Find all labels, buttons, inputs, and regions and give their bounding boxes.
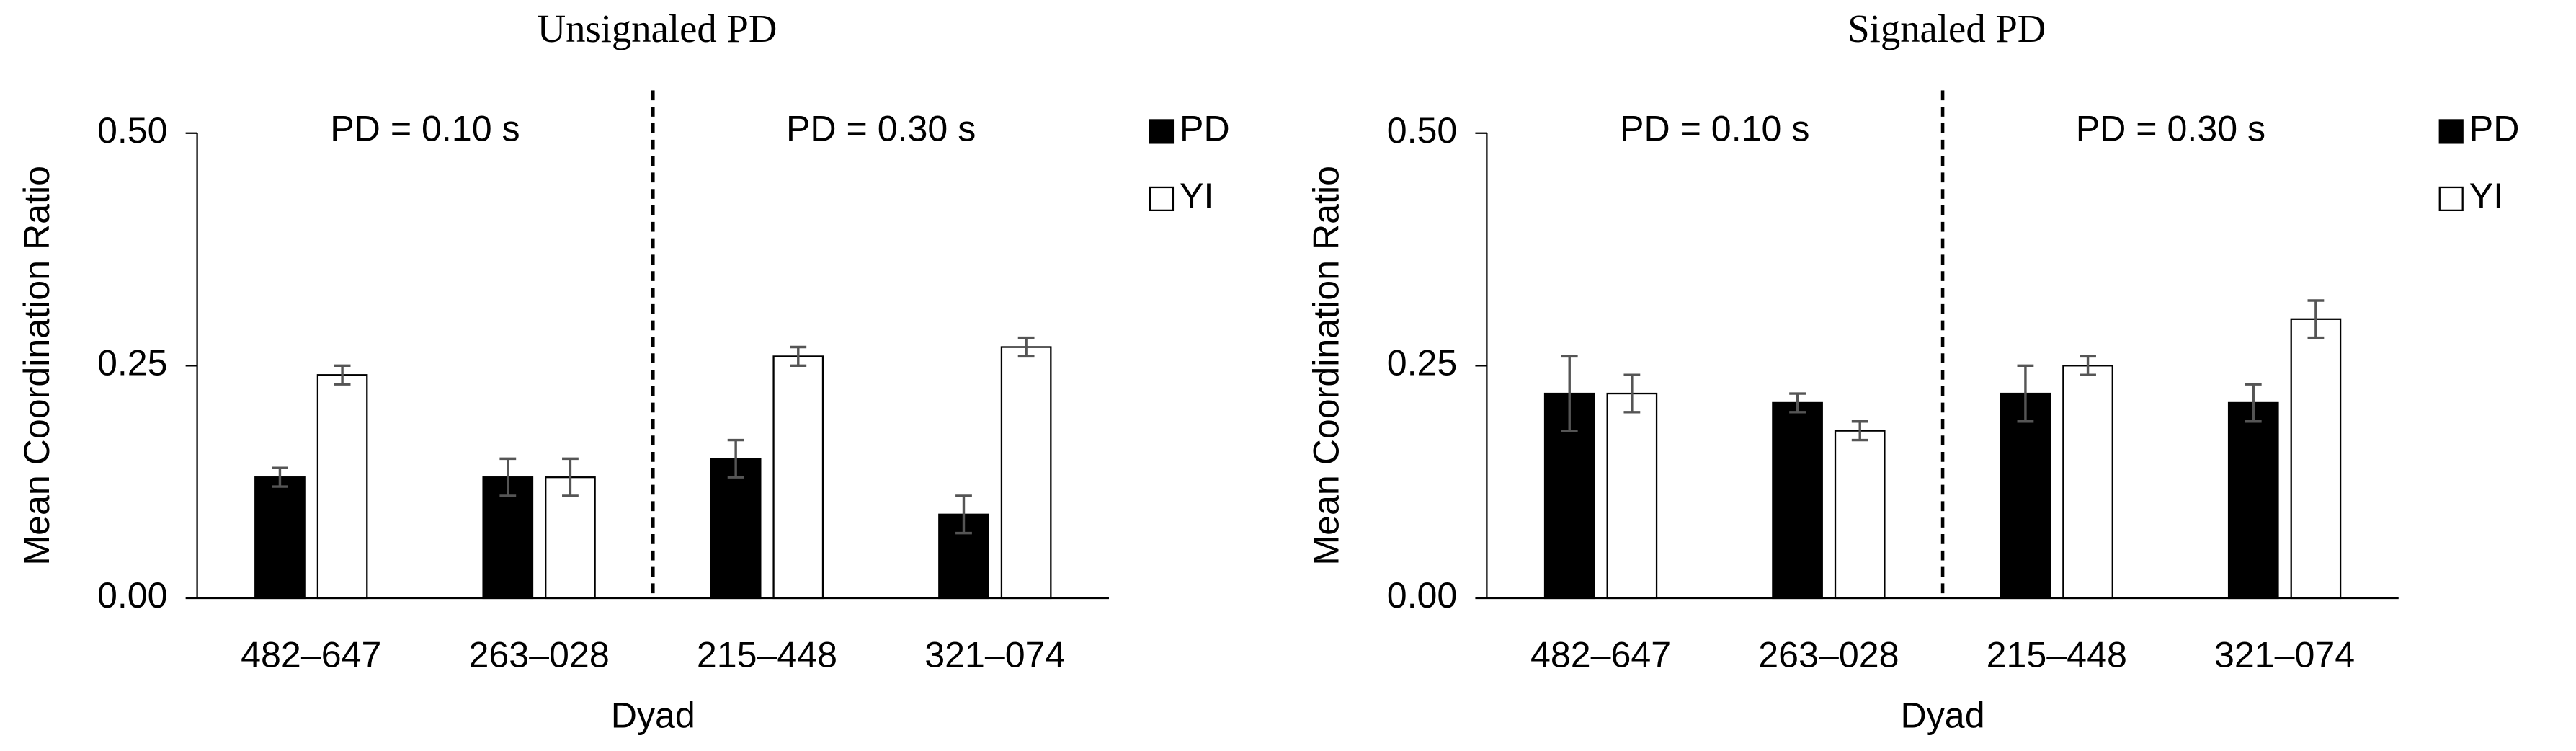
error-bar: [1851, 420, 1868, 442]
legend-swatch: [2438, 119, 2464, 144]
y-axis-label: Mean Coordination Ratio: [17, 166, 57, 566]
error-bar: [790, 345, 807, 368]
x-axis-label: Dyad: [1901, 696, 1985, 736]
error-bar: [272, 466, 288, 488]
error-bar: [499, 457, 517, 497]
bar: [2062, 365, 2113, 600]
error-bar: [2080, 355, 2096, 376]
x-tick-label: 263–028: [469, 634, 610, 675]
bar: [2290, 318, 2342, 600]
y-tick-label: 0.25: [1387, 343, 1458, 383]
x-tick-label: 482–647: [241, 634, 381, 675]
y-tick-label: 0.00: [97, 575, 168, 616]
bar: [1772, 401, 1823, 600]
annotation: PD = 0.30 s: [2076, 109, 2265, 149]
error-bar: [2245, 383, 2262, 423]
y-tick-label: 0.00: [1387, 575, 1458, 616]
error-bar: [955, 494, 972, 535]
y-tick-label: 0.50: [97, 110, 168, 151]
error-bar: [727, 438, 744, 479]
x-tick-label: 482–647: [1530, 634, 1671, 675]
error-bar: [2307, 299, 2325, 339]
annotation: PD = 0.30 s: [786, 109, 976, 149]
error-bar: [1789, 392, 1806, 414]
bar: [772, 355, 824, 600]
bar: [2000, 392, 2051, 600]
legend-label: PD: [2469, 109, 2520, 149]
legend-swatch: [1149, 119, 1175, 144]
y-axis-label: Mean Coordination Ratio: [1306, 166, 1347, 566]
bar: [2227, 401, 2279, 600]
bar: [316, 374, 368, 600]
bar: [710, 458, 762, 600]
bar: [545, 476, 596, 600]
legend-swatch: [1149, 186, 1175, 212]
annotation: PD = 0.10 s: [330, 109, 520, 149]
x-tick-label: 215–448: [697, 634, 837, 675]
bar: [1834, 430, 1886, 600]
error-bar: [1623, 373, 1641, 414]
legend-swatch: [2438, 186, 2464, 212]
bar: [1606, 392, 1658, 600]
chart-title: Unsignaled PD: [538, 6, 777, 50]
error-bar: [2017, 364, 2034, 423]
y-tick-label: 0.50: [1387, 110, 1458, 151]
bar: [1000, 346, 1052, 600]
error-bar: [562, 457, 579, 497]
error-bar: [334, 364, 351, 386]
error-bar: [1561, 355, 1578, 432]
legend-label: YI: [2469, 176, 2503, 216]
x-tick-label: 215–448: [1987, 634, 2127, 675]
x-tick-label: 263–028: [1758, 634, 1899, 675]
bar: [254, 476, 306, 600]
legend-label: YI: [1180, 176, 1213, 216]
chart-title: Signaled PD: [1848, 6, 2046, 50]
x-tick-label: 321–074: [924, 634, 1065, 675]
x-axis-label: Dyad: [611, 696, 695, 736]
y-tick-label: 0.25: [97, 343, 168, 383]
x-tick-label: 321–074: [2214, 634, 2355, 675]
error-bar: [1017, 336, 1035, 358]
legend-label: PD: [1180, 109, 1230, 149]
annotation: PD = 0.10 s: [1620, 109, 1809, 149]
